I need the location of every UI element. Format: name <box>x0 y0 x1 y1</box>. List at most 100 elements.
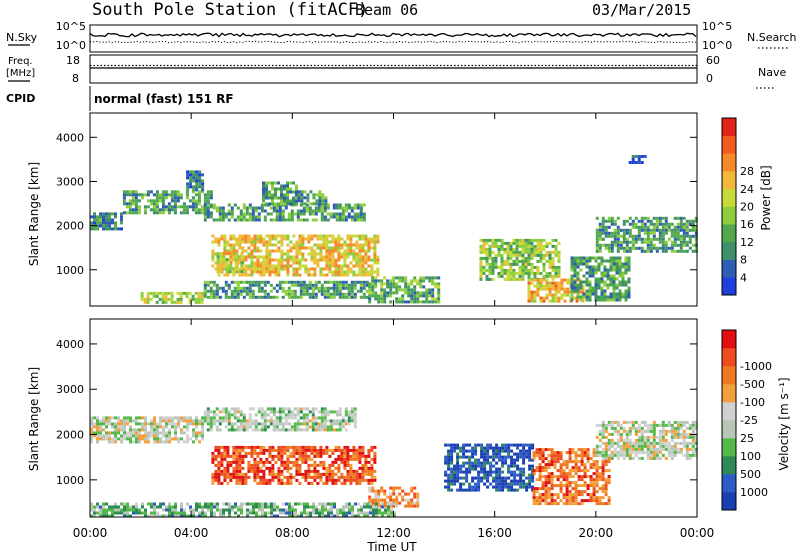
data-cell <box>682 243 686 247</box>
data-cell <box>277 451 281 455</box>
data-cell <box>262 237 266 241</box>
data-cell <box>387 505 390 509</box>
data-cell <box>649 228 653 232</box>
data-cell <box>281 218 285 222</box>
data-cell <box>618 265 622 269</box>
data-cell <box>535 502 539 506</box>
data-cell <box>108 218 111 222</box>
data-cell <box>295 187 298 191</box>
data-cell <box>192 170 196 174</box>
data-cell <box>307 454 311 458</box>
data-cell <box>474 452 478 456</box>
data-cell <box>334 258 338 262</box>
data-cell <box>298 481 302 485</box>
data-cell <box>594 286 598 290</box>
data-cell <box>222 252 226 256</box>
data-cell <box>227 295 231 299</box>
data-cell <box>266 419 270 423</box>
data-cell <box>254 283 258 287</box>
data-cell <box>216 502 219 506</box>
data-cell <box>498 470 502 474</box>
data-cell <box>536 271 540 275</box>
data-cell <box>144 431 147 435</box>
data-cell <box>530 247 534 251</box>
data-cell <box>283 445 287 449</box>
data-cell <box>319 451 323 455</box>
data-cell <box>211 252 215 256</box>
data-cell <box>491 265 495 269</box>
data-cell <box>346 273 350 277</box>
data-cell <box>291 505 294 509</box>
data-cell <box>604 423 608 427</box>
data-cell <box>371 501 375 505</box>
data-cell <box>99 434 102 438</box>
data-cell <box>597 280 601 284</box>
data-cell <box>377 495 381 499</box>
data-cell <box>486 461 490 465</box>
data-cell <box>238 240 242 244</box>
data-cell <box>416 498 420 502</box>
data-cell <box>646 429 650 433</box>
data-cell <box>316 481 320 485</box>
data-cell <box>349 246 353 250</box>
data-cell <box>359 289 363 293</box>
colorbar-swatch <box>722 188 736 207</box>
data-cell <box>521 238 525 242</box>
data-cell <box>364 472 368 476</box>
data-cell <box>155 199 159 203</box>
data-cell <box>286 255 290 259</box>
data-cell <box>362 203 366 207</box>
data-cell <box>286 460 290 464</box>
data-cell <box>359 286 363 290</box>
data-cell <box>655 219 659 223</box>
data-cell <box>313 448 317 452</box>
data-cell <box>428 279 432 283</box>
data-cell <box>570 295 574 299</box>
data-cell <box>194 297 198 301</box>
data-cell <box>658 228 662 232</box>
data-cell <box>349 466 353 470</box>
data-cell <box>322 472 326 476</box>
data-cell <box>176 193 180 197</box>
data-cell <box>447 449 451 453</box>
data-cell <box>309 505 312 509</box>
data-cell <box>331 273 335 277</box>
data-cell <box>372 514 375 518</box>
data-cell <box>265 270 269 274</box>
data-cell <box>271 270 275 274</box>
data-cell <box>209 286 213 290</box>
data-cell <box>389 285 393 289</box>
data-cell <box>251 428 255 432</box>
data-cell <box>183 431 186 435</box>
data-cell <box>631 456 635 460</box>
data-cell <box>622 231 626 235</box>
beam-label: Beam 06 <box>355 1 418 19</box>
data-cell <box>459 467 463 471</box>
data-cell <box>539 253 543 257</box>
data-cell <box>265 466 269 470</box>
data-cell <box>209 410 213 414</box>
data-cell <box>679 219 683 223</box>
data-cell <box>167 208 171 212</box>
data-cell <box>235 249 239 253</box>
data-cell <box>201 511 204 515</box>
data-cell <box>513 476 517 480</box>
data-cell <box>268 451 272 455</box>
data-cell <box>565 472 569 476</box>
data-cell <box>309 202 313 206</box>
data-cell <box>643 435 647 439</box>
data-cell <box>618 280 622 284</box>
data-cell <box>262 472 266 476</box>
data-cell <box>143 208 147 212</box>
data-cell <box>568 484 572 488</box>
data-cell <box>229 454 233 458</box>
data-cell <box>326 428 330 432</box>
data-cell <box>613 219 617 223</box>
data-cell <box>278 419 282 423</box>
data-cell <box>232 255 236 259</box>
data-cell <box>337 258 341 262</box>
data-cell <box>218 209 222 213</box>
data-cell <box>550 460 554 464</box>
data-cell <box>352 234 356 238</box>
data-cell <box>214 261 218 265</box>
